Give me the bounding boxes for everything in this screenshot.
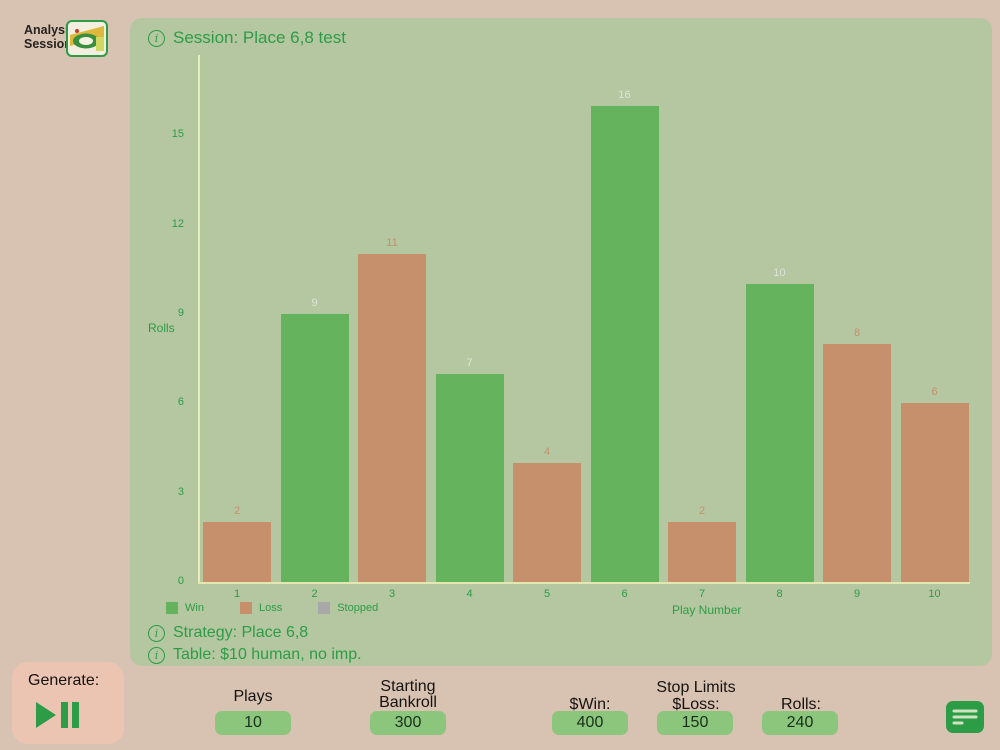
legend-label: Stopped	[337, 602, 379, 614]
table-text: Table: $10 human, no imp.	[173, 646, 362, 663]
strategy-text: Strategy: Place 6,8	[173, 624, 309, 641]
bankroll-label-line1: Starting	[380, 678, 436, 695]
app-title-line2: Session	[24, 37, 72, 51]
bar-value-label: 10	[773, 267, 786, 279]
loss-limit-label: $Loss:	[672, 696, 720, 713]
session-notes-icon[interactable]	[946, 701, 984, 738]
plays-label: Plays	[233, 688, 273, 705]
bankroll-field[interactable]: 300	[370, 711, 446, 735]
win-limit-field[interactable]: 400	[552, 711, 628, 735]
bar-play-2	[280, 314, 349, 582]
bar-chart-plot: 2 1 9 2 11 3 7 4 4 5 16 6 2 7 10 8 8 9 6 10	[198, 55, 982, 600]
bar-value-label: 2	[698, 505, 706, 517]
bar-value-label: 9	[311, 297, 318, 309]
y-tick-label: 9	[177, 307, 184, 320]
legend-swatch-stopped	[318, 602, 331, 614]
session-chart-panel: i Session: Place 6,8 test Rolls 0 3 6 9 12 15…	[130, 18, 992, 666]
session-info-icon[interactable]: i	[148, 29, 165, 47]
x-tick-label: 3	[388, 588, 396, 600]
x-tick-label: 8	[776, 588, 783, 600]
session-title: Session: Place 6,8 test	[173, 28, 346, 47]
legend-swatch-loss	[239, 602, 252, 614]
bar-play-4	[435, 374, 504, 582]
y-tick-label: 6	[177, 396, 184, 409]
rolls-field[interactable]: 240	[762, 711, 838, 735]
strategy-row: i Strategy: Place 6,8	[148, 624, 308, 642]
rolls-label: Rolls:	[780, 696, 822, 713]
x-tick-label: 10	[928, 588, 941, 600]
y-tick-label: 0	[177, 575, 184, 587]
chart-legend: Win Loss Stopped	[166, 602, 378, 614]
y-axis-ticks: 0 3 6 9 12 15	[136, 55, 192, 587]
play-icon	[36, 702, 56, 728]
session-title-row: i Session: Place 6,8 test	[148, 28, 346, 48]
table-row: i Table: $10 human, no imp.	[148, 646, 362, 664]
bar-value-label: 2	[233, 505, 241, 517]
bar-play-7	[668, 522, 736, 582]
bar-play-6	[590, 106, 659, 582]
bar-value-label: 7	[466, 357, 473, 369]
plays-field[interactable]: 10	[215, 711, 291, 735]
y-tick-label: 15	[171, 128, 184, 141]
legend-item-win: Win	[166, 602, 204, 614]
x-tick-label: 4	[466, 588, 473, 600]
y-tick-label: 3	[177, 485, 184, 498]
legend-item-loss: Loss	[239, 602, 283, 614]
bar-value-label: 16	[618, 89, 631, 101]
legend-item-stopped: Stopped	[318, 602, 378, 614]
bar-value-label: 8	[853, 327, 861, 339]
bar-play-9	[823, 344, 891, 582]
legend-label: Loss	[258, 602, 283, 614]
bar-play-1	[203, 522, 271, 582]
x-tick-label: 9	[853, 588, 861, 600]
bankroll-label-line2: Bankroll	[379, 694, 437, 711]
bar-play-3	[358, 254, 426, 582]
x-tick-label: 7	[698, 588, 706, 600]
bar-play-5	[513, 463, 581, 582]
bar-value-label: 4	[543, 446, 551, 458]
x-tick-label: 6	[621, 588, 628, 600]
x-tick-label: 5	[543, 588, 551, 600]
x-tick-label: 1	[233, 588, 241, 600]
x-tick-label: 2	[311, 588, 318, 600]
pause-icon	[61, 702, 79, 728]
loss-limit-field[interactable]: 150	[657, 711, 733, 735]
stop-limits-label: Stop Limits	[656, 679, 736, 696]
bar-play-10	[900, 403, 969, 582]
x-axis-label: Play Number	[672, 603, 742, 617]
strategy-info-icon[interactable]: i	[148, 624, 165, 642]
bar-value-label: 6	[931, 386, 938, 398]
play-pause-button[interactable]	[36, 702, 79, 728]
app-logo-icon	[66, 20, 108, 62]
bar-value-label: 11	[386, 237, 398, 249]
bar-play-8	[745, 284, 814, 582]
app-title: Analysis Session	[24, 23, 75, 51]
legend-label: Win	[185, 602, 204, 614]
generate-card: Generate:	[12, 662, 124, 744]
win-limit-label: $Win:	[569, 696, 611, 713]
app-title-line1: Analysis	[24, 23, 76, 37]
generate-label: Generate:	[28, 672, 100, 689]
table-info-icon[interactable]: i	[148, 646, 165, 664]
y-tick-label: 12	[171, 217, 184, 230]
legend-swatch-win	[166, 602, 178, 614]
y-axis-label: Rolls	[148, 321, 175, 335]
